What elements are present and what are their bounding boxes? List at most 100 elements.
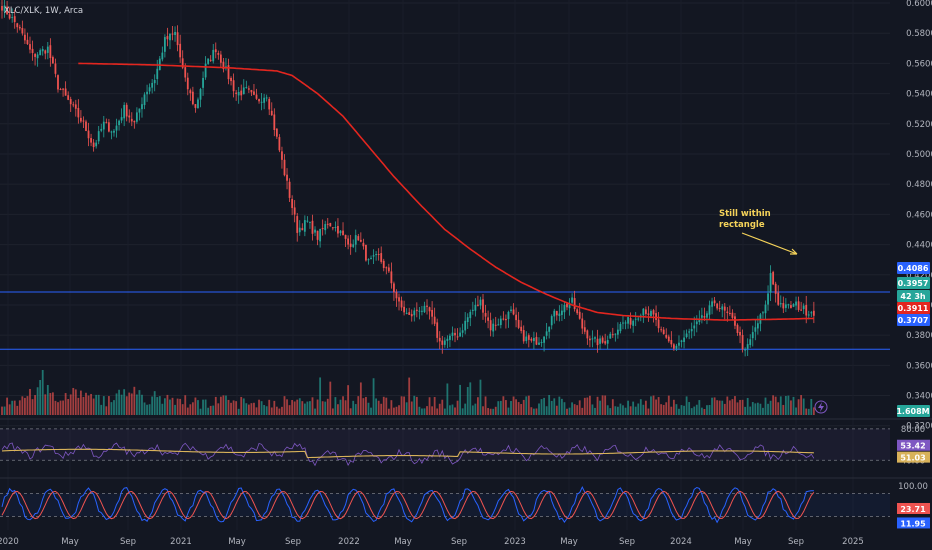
candle[interactable]	[1, 6, 3, 11]
candle[interactable]	[741, 335, 744, 350]
candle[interactable]	[64, 88, 67, 96]
candle[interactable]	[474, 304, 477, 311]
candle[interactable]	[683, 337, 685, 342]
candle[interactable]	[181, 58, 184, 68]
lightning-icon[interactable]	[814, 400, 828, 414]
candle[interactable]	[342, 230, 344, 236]
candle[interactable]	[398, 297, 400, 302]
candle[interactable]	[438, 337, 441, 342]
candle[interactable]	[273, 114, 276, 130]
candle[interactable]	[606, 340, 609, 344]
candle[interactable]	[497, 324, 500, 326]
candle[interactable]	[39, 50, 42, 56]
candle[interactable]	[604, 341, 607, 344]
candle[interactable]	[339, 230, 342, 234]
candle[interactable]	[746, 344, 749, 349]
candle[interactable]	[413, 310, 416, 316]
candle[interactable]	[510, 309, 512, 312]
candle[interactable]	[428, 307, 431, 312]
candle[interactable]	[189, 90, 192, 94]
candle[interactable]	[250, 90, 253, 93]
candle[interactable]	[499, 318, 502, 326]
candle[interactable]	[275, 128, 278, 137]
candle[interactable]	[555, 311, 558, 316]
candle[interactable]	[102, 121, 105, 130]
candle[interactable]	[436, 322, 439, 338]
candle[interactable]	[387, 267, 390, 272]
candle[interactable]	[433, 316, 436, 324]
candle[interactable]	[69, 99, 72, 105]
candle[interactable]	[352, 244, 355, 247]
candle[interactable]	[258, 99, 260, 102]
stoch-k-line[interactable]	[1, 486, 814, 524]
candle[interactable]	[548, 326, 551, 332]
candle[interactable]	[680, 340, 683, 342]
candle[interactable]	[380, 253, 383, 262]
candle[interactable]	[11, 17, 14, 19]
candle[interactable]	[253, 91, 255, 95]
candle[interactable]	[627, 317, 629, 324]
candle[interactable]	[169, 33, 171, 41]
candle[interactable]	[194, 104, 197, 108]
candle[interactable]	[494, 324, 497, 326]
candle[interactable]	[812, 310, 815, 316]
candle[interactable]	[723, 306, 726, 311]
candle[interactable]	[133, 120, 136, 123]
candle[interactable]	[802, 305, 805, 310]
candle[interactable]	[711, 301, 713, 307]
candle[interactable]	[792, 304, 795, 307]
candle[interactable]	[49, 45, 52, 59]
candle[interactable]	[403, 306, 406, 313]
candle[interactable]	[57, 75, 59, 90]
candle[interactable]	[207, 58, 210, 64]
candle[interactable]	[784, 304, 787, 308]
candle[interactable]	[209, 59, 212, 61]
candle[interactable]	[652, 310, 655, 315]
candle[interactable]	[347, 238, 350, 245]
candle[interactable]	[734, 316, 736, 326]
rsi-line[interactable]	[1, 442, 815, 467]
candle[interactable]	[87, 130, 90, 139]
candle[interactable]	[349, 243, 352, 247]
candle[interactable]	[489, 320, 492, 331]
candle[interactable]	[44, 50, 47, 54]
candle[interactable]	[713, 300, 716, 304]
candle[interactable]	[176, 32, 179, 46]
candle[interactable]	[400, 300, 403, 308]
candle[interactable]	[609, 333, 612, 339]
candle[interactable]	[774, 283, 777, 294]
candle[interactable]	[390, 271, 393, 284]
candle[interactable]	[568, 303, 571, 309]
candle[interactable]	[18, 26, 21, 29]
candle[interactable]	[624, 322, 627, 324]
candle[interactable]	[286, 174, 288, 181]
candle[interactable]	[731, 312, 734, 318]
candle[interactable]	[410, 314, 413, 317]
candle[interactable]	[324, 224, 327, 231]
candle[interactable]	[703, 316, 706, 318]
candle[interactable]	[611, 334, 614, 336]
candle[interactable]	[296, 216, 299, 233]
candle[interactable]	[191, 91, 194, 105]
candle[interactable]	[805, 304, 808, 316]
candle[interactable]	[306, 220, 309, 222]
candle[interactable]	[146, 91, 148, 95]
candle[interactable]	[525, 336, 528, 341]
candle[interactable]	[337, 225, 339, 234]
candle[interactable]	[423, 305, 426, 313]
candle[interactable]	[184, 67, 187, 78]
candle[interactable]	[756, 323, 759, 329]
candle[interactable]	[441, 340, 444, 345]
candle[interactable]	[566, 303, 568, 308]
candle[interactable]	[563, 304, 566, 313]
candle[interactable]	[29, 44, 31, 50]
candle[interactable]	[54, 63, 57, 74]
candle[interactable]	[288, 181, 291, 198]
candle[interactable]	[810, 312, 813, 314]
candle[interactable]	[461, 330, 464, 333]
candle[interactable]	[512, 309, 515, 315]
candle[interactable]	[260, 101, 263, 103]
candle[interactable]	[123, 104, 126, 119]
candle[interactable]	[591, 338, 594, 340]
candle[interactable]	[662, 329, 665, 334]
